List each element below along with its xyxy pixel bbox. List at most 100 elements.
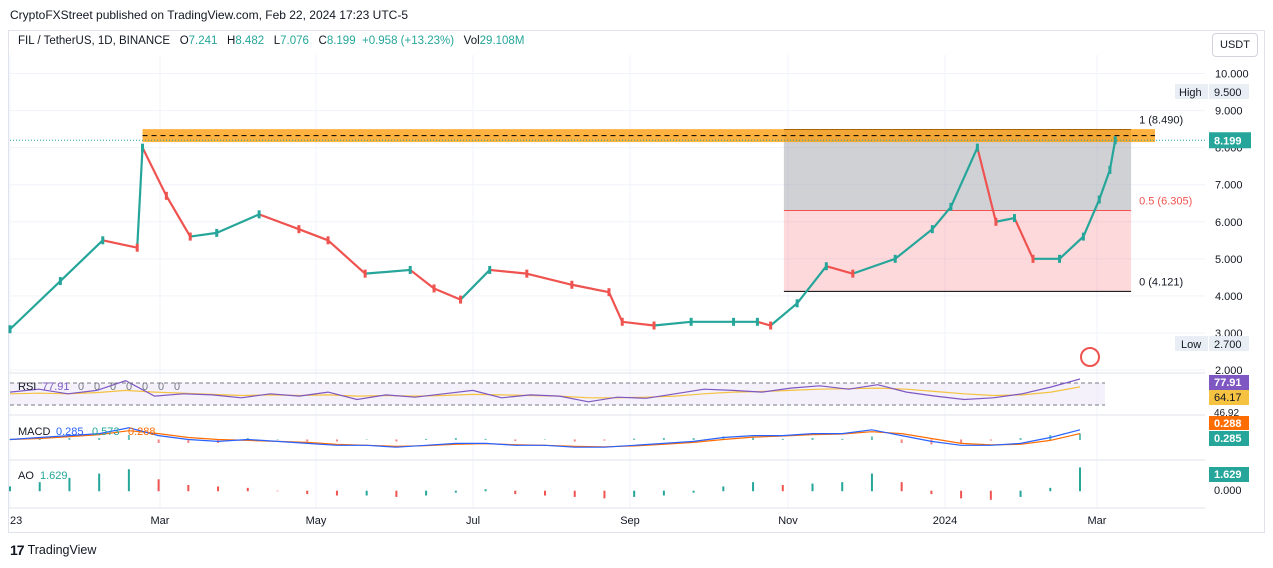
macd-badge-2 <box>1209 431 1249 446</box>
ao-bar <box>811 483 814 492</box>
price-segment <box>653 320 692 327</box>
y-tick-label: 2.000 <box>1215 365 1243 377</box>
macd-hist-bar <box>692 437 695 440</box>
price-candle <box>188 232 192 241</box>
price-candle <box>488 265 492 274</box>
x-tick-label: 2024 <box>933 515 957 527</box>
macd-hist-bar <box>781 438 784 440</box>
open-value: 7.241 <box>188 35 218 47</box>
price-segment <box>9 280 62 331</box>
rsi-extra-label: 0 <box>126 381 132 393</box>
macd-hist-bar <box>306 439 309 442</box>
macd-hist-bar <box>484 438 487 440</box>
fib-label-05: 0.5 (6.305) <box>1139 195 1192 207</box>
low-label-bg <box>1175 336 1208 352</box>
rsi-value: 77.91 <box>42 381 70 393</box>
us-flag-icon <box>1080 347 1100 367</box>
price-segment <box>622 320 655 327</box>
macd-hist-bar <box>811 437 814 440</box>
price-segment <box>769 302 798 327</box>
ao-bar <box>98 473 101 492</box>
price-segment <box>976 147 997 223</box>
price-candle <box>755 317 759 326</box>
price-segment <box>190 231 217 238</box>
price-candle <box>408 265 412 274</box>
ao-bar <box>841 482 844 492</box>
price-segment <box>995 216 1015 223</box>
ao-bar <box>276 490 279 492</box>
y-tick-label: 9.000 <box>1215 106 1243 118</box>
price-segment <box>826 265 854 275</box>
price-segment <box>526 272 573 286</box>
high-value: 8.482 <box>235 35 265 47</box>
rsi-extra-label: 0 <box>94 381 100 393</box>
price-candle <box>851 269 855 278</box>
macd-hist-bar <box>68 437 71 440</box>
x-tick-label: Jul <box>466 515 480 527</box>
ao-value: 1.629 <box>40 470 68 482</box>
high-value-bg <box>1209 84 1249 100</box>
macd-badge-1 <box>1209 416 1249 430</box>
macd-hist-bar <box>276 439 279 440</box>
ao-bar <box>870 473 873 492</box>
high-label: High <box>1179 87 1202 99</box>
low-value-bg <box>1209 336 1249 352</box>
price-candle <box>1081 232 1085 241</box>
macd-value: 0.285 <box>56 426 84 438</box>
fib-lower-zone <box>783 210 1132 292</box>
rsi-extra-label: 0 <box>110 381 116 393</box>
price-segment <box>216 213 260 234</box>
price-candle <box>795 299 799 308</box>
price-candle <box>58 277 62 286</box>
macd-hist-bar <box>187 439 190 443</box>
price-segment <box>571 283 610 294</box>
x-tick-label: Mar <box>151 515 170 527</box>
symbol-legend: FIL / TetherUS, 1D, BINANCE O7.241 H8.48… <box>18 35 524 47</box>
last-price-badge <box>1209 132 1251 149</box>
macd-badge-1-value: 0.288 <box>1214 418 1242 430</box>
price-segment <box>1058 235 1085 260</box>
macd-hist-bar <box>514 439 517 441</box>
y-tick-label: 7.000 <box>1215 180 1243 192</box>
ao-bar <box>187 485 190 492</box>
macd-hist-bar <box>989 439 992 441</box>
price-segment <box>136 147 144 248</box>
ao-bar <box>484 489 487 492</box>
macd-badge-2-value: 0.285 <box>1214 433 1242 445</box>
macd-hist-bar <box>365 439 368 440</box>
fib-label-0: 0 (4.121) <box>1139 276 1183 288</box>
macd-hist-bar <box>603 439 606 441</box>
ao-bar <box>900 482 903 492</box>
volume-label: Vol <box>463 35 480 47</box>
price-candle <box>620 317 624 326</box>
symbol-name[interactable]: FIL / TetherUS, 1D, BINANCE <box>18 35 171 47</box>
macd-hist-bar <box>157 439 160 443</box>
high-label: H <box>227 35 236 47</box>
price-segment <box>433 287 461 301</box>
ao-bar <box>335 490 338 496</box>
currency-button[interactable]: USDT <box>1212 33 1258 57</box>
macd-hist-bar <box>98 437 101 440</box>
rsi-ma-value: 64.17 <box>1214 392 1242 404</box>
ao-bar <box>960 490 963 499</box>
x-tick-label: Nov <box>778 515 798 527</box>
price-candle <box>689 317 693 326</box>
ao-bar <box>365 490 368 496</box>
price-candle <box>769 321 773 330</box>
price-candle <box>893 254 897 263</box>
price-segment <box>258 213 300 231</box>
price-segment <box>102 239 138 249</box>
macd-label: MACD <box>18 426 50 438</box>
ao-bar <box>603 490 606 499</box>
ao-bar <box>9 486 11 492</box>
x-tick-label: 23 <box>10 515 22 527</box>
brand-name: TradingView <box>27 543 97 557</box>
price-candle <box>326 236 330 245</box>
ao-bar <box>157 479 160 492</box>
macd-hist-bar <box>752 437 755 440</box>
open-label: O <box>179 35 189 47</box>
price-candle <box>570 280 574 289</box>
macd-line <box>9 427 1081 448</box>
ao-bar <box>781 485 784 492</box>
